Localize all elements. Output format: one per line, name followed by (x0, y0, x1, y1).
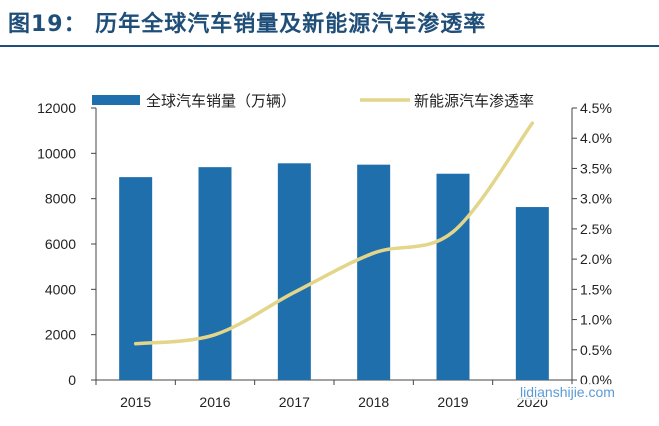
figure-title: 图19： 历年全球汽车销量及新能源汽车渗透率 (8, 12, 487, 37)
left-tick-label: 6000 (45, 236, 76, 252)
bar-2016 (198, 167, 232, 380)
right-tick-label: 3.5% (580, 160, 612, 176)
x-tick-label: 2019 (437, 394, 468, 410)
right-tick-label: 3.0% (580, 191, 612, 207)
bar-2015 (119, 177, 153, 380)
right-tick-label: 2.0% (580, 251, 612, 267)
left-tick-label: 0 (68, 372, 76, 388)
right-tick-label: 4.5% (580, 100, 612, 116)
bar-2017 (277, 163, 311, 380)
left-tick-label: 2000 (45, 327, 76, 343)
bar-2020 (515, 207, 549, 380)
right-tick-label: 1.5% (580, 281, 612, 297)
legend-bar-label: 全球汽车销量（万辆） (146, 92, 296, 110)
bar-2018 (357, 164, 391, 380)
right-tick-label: 1.0% (580, 312, 612, 328)
legend-bar-swatch (92, 95, 140, 105)
x-tick-label: 2017 (279, 394, 310, 410)
left-tick-label: 12000 (37, 100, 76, 116)
left-tick-label: 8000 (45, 191, 76, 207)
x-tick-label: 2018 (358, 394, 389, 410)
penetration-rate-line (133, 121, 535, 346)
right-tick-label: 4.0% (580, 130, 612, 146)
x-tick-label: 2016 (199, 394, 230, 410)
title-underline (0, 45, 659, 47)
watermark: lidianshijie.com (518, 384, 617, 400)
right-tick-label: 0.5% (580, 342, 612, 358)
bar-2019 (436, 173, 470, 380)
figure-header: 图19： 历年全球汽车销量及新能源汽车渗透率 (0, 0, 659, 52)
x-tick-label: 2015 (120, 394, 151, 410)
left-tick-label: 4000 (45, 281, 76, 297)
left-tick-label: 10000 (37, 145, 76, 161)
right-tick-label: 2.5% (580, 221, 612, 237)
legend-line-label: 新能源汽车渗透率 (414, 92, 534, 110)
